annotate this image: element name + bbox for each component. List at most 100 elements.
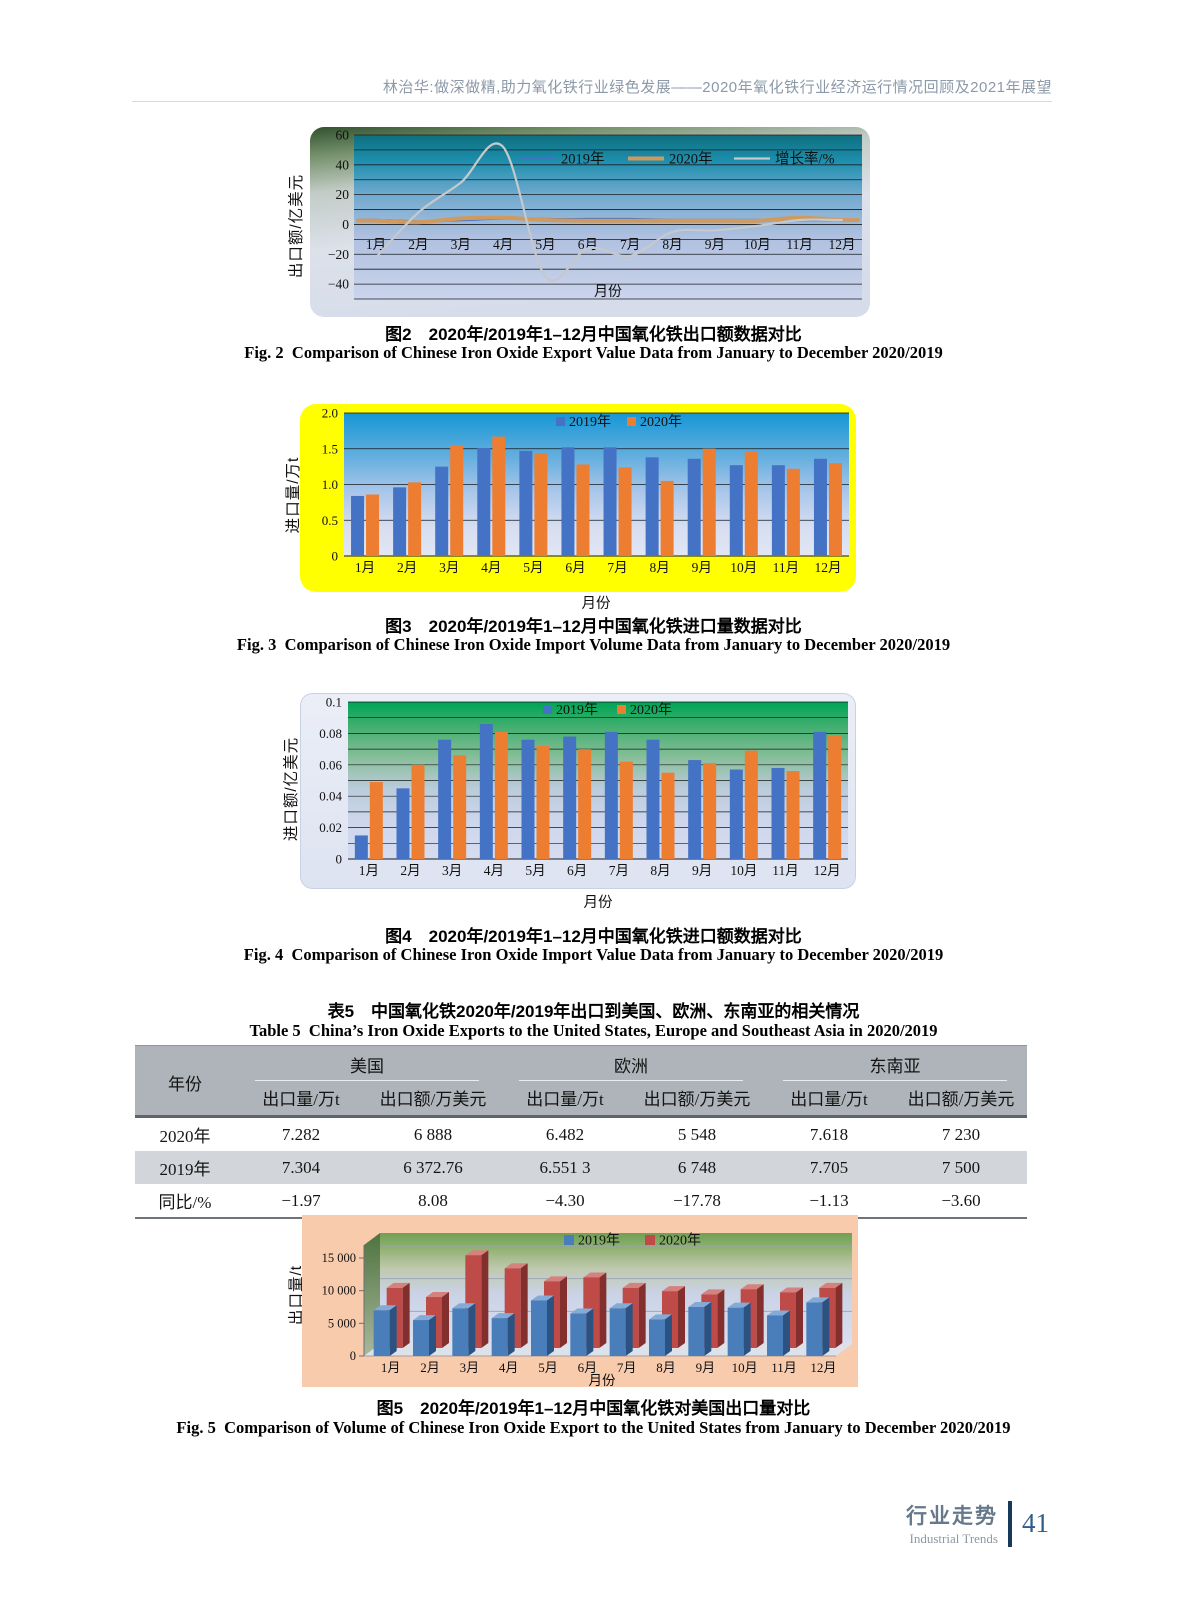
svg-text:2019年: 2019年 — [561, 151, 605, 168]
table-cell: 7 500 — [941, 1157, 981, 1177]
svg-text:3月: 3月 — [442, 863, 462, 878]
table5-body: 2020年 7.282 6 888 6.482 5 548 7.618 7 230 2019年… — [135, 1117, 1027, 1219]
svg-text:11月: 11月 — [771, 1360, 797, 1375]
svg-text:7月: 7月 — [617, 1360, 637, 1375]
table5-group-header-sea: 东南亚 — [763, 1046, 1027, 1084]
svg-text:5月: 5月 — [523, 560, 543, 575]
fig4-caption-cn: 图4 2020年/2019年1–12月中国氧化铁进口额数据对比 — [385, 927, 802, 946]
table-row: 2020年 7.282 6 888 6.482 5 548 7.618 7 230 — [135, 1117, 1027, 1152]
svg-text:15 000: 15 000 — [322, 1251, 356, 1265]
header-rule — [132, 101, 1052, 102]
svg-text:5月: 5月 — [535, 237, 555, 252]
svg-text:月份: 月份 — [594, 284, 622, 300]
svg-text:3月: 3月 — [439, 560, 459, 575]
svg-text:1月: 1月 — [366, 237, 386, 252]
svg-text:9月: 9月 — [692, 560, 712, 575]
svg-text:2月: 2月 — [408, 237, 428, 252]
fig5-caption-en: Fig. 5 Comparison of Volume of Chinese I… — [176, 1418, 1011, 1437]
footer-section-title-en: Industrial Trends — [909, 1531, 998, 1546]
table5-subheader: 出口量/万t — [235, 1083, 367, 1118]
svg-text:11月: 11月 — [773, 560, 800, 575]
svg-text:10 000: 10 000 — [322, 1284, 356, 1298]
svg-text:10月: 10月 — [730, 560, 757, 575]
fig5-3d-bar-chart: 0 5 000 10 000 15 000 2019年 2020年 1月 2月 3月 4月 5月 6月… — [302, 1215, 858, 1387]
svg-text:12月: 12月 — [814, 863, 841, 878]
svg-text:2020年: 2020年 — [640, 414, 682, 430]
footer-section: 行业走势 Industrial Trends — [906, 1500, 998, 1547]
svg-text:0: 0 — [342, 217, 349, 232]
group-label: 欧洲 — [519, 1052, 743, 1081]
svg-text:10月: 10月 — [730, 863, 757, 878]
svg-text:7月: 7月 — [620, 237, 640, 252]
table-cell: 6 372.76 — [403, 1157, 463, 1177]
svg-text:0: 0 — [350, 1349, 356, 1363]
fig4-x-axis-label: 月份 — [583, 895, 613, 911]
row-label: 2020年 — [159, 1127, 211, 1146]
svg-text:1.0: 1.0 — [322, 477, 338, 492]
svg-text:4月: 4月 — [499, 1360, 519, 1375]
page-footer: 行业走势 Industrial Trends 41 — [906, 1500, 1049, 1547]
svg-text:4月: 4月 — [493, 237, 513, 252]
svg-text:2020年: 2020年 — [630, 702, 672, 718]
svg-text:月份: 月份 — [589, 1373, 617, 1387]
table5-header: 年份 美国 欧洲 东南亚 出口量/万t 出口额/万美元 出口量/万t 出口额/万… — [135, 1045, 1027, 1118]
svg-text:2019年: 2019年 — [578, 1233, 620, 1249]
fig5-caption-cn: 图5 2020年/2019年1–12月中国氧化铁对美国出口量对比 — [376, 1399, 811, 1418]
svg-text:6月: 6月 — [578, 1360, 598, 1375]
svg-text:2019年: 2019年 — [556, 702, 598, 718]
svg-text:5 000: 5 000 — [328, 1316, 356, 1330]
svg-text:11月: 11月 — [772, 863, 799, 878]
svg-text:5月: 5月 — [538, 1360, 558, 1375]
fig3-bar-chart: 0 0.5 1.0 1.5 2.0 1月 2月 3月 4月 5月 6月 7月 8月 9月 10月 11月 12月… — [300, 404, 856, 592]
fig2-caption-en: Fig. 2 Comparison of Chinese Iron Oxide … — [244, 343, 943, 362]
svg-text:5月: 5月 — [525, 863, 545, 878]
table5-title-cn: 表5 中国氧化铁2020年/2019年出口到美国、欧洲、东南亚的相关情况 — [327, 1002, 860, 1021]
fig4-bar-chart: 0 0.02 0.04 0.06 0.08 0.1 1月 2月 3月 4月 5月 6月 7月 8月 9月 10… — [300, 693, 856, 889]
svg-text:−40: −40 — [328, 277, 349, 292]
table5-subheader: 出口量/万t — [499, 1083, 631, 1118]
svg-text:8月: 8月 — [650, 560, 670, 575]
table-cell: 7.618 — [809, 1124, 849, 1144]
table-cell: 6 748 — [677, 1157, 717, 1177]
fig2-caption-cn: 图2 2020年/2019年1–12月中国氧化铁出口额数据对比 — [385, 325, 802, 344]
svg-text:60: 60 — [336, 128, 350, 143]
svg-text:6月: 6月 — [567, 863, 587, 878]
svg-text:6月: 6月 — [565, 560, 585, 575]
svg-text:0.08: 0.08 — [319, 726, 342, 741]
svg-text:2020年: 2020年 — [669, 151, 713, 168]
svg-text:7月: 7月 — [609, 863, 629, 878]
svg-text:0.5: 0.5 — [322, 513, 338, 528]
fig3-x-axis-label: 月份 — [581, 596, 611, 612]
fig4-y-axis-label: 进口额/亿美元 — [283, 736, 300, 842]
table5: 年份 美国 欧洲 东南亚 出口量/万t 出口额/万美元 出口量/万t 出口额/万… — [135, 1045, 1027, 1219]
table-cell: 7.705 — [809, 1157, 849, 1177]
svg-text:1月: 1月 — [381, 1360, 401, 1375]
svg-text:2月: 2月 — [397, 560, 417, 575]
svg-text:3月: 3月 — [460, 1360, 480, 1375]
table-cell: −4.30 — [545, 1190, 585, 1210]
table-cell: −17.78 — [673, 1190, 721, 1210]
svg-text:0.04: 0.04 — [319, 789, 342, 804]
svg-text:0.02: 0.02 — [319, 820, 342, 835]
table5-subheader: 出口额/万美元 — [631, 1083, 763, 1118]
table-cell: 5 548 — [677, 1124, 717, 1144]
table-cell: 6.551 3 — [539, 1157, 591, 1177]
page-number: 41 — [1022, 1508, 1049, 1538]
running-header: 林治华:做深做精,助力氧化铁行业绿色发展——2020年氧化铁行业经济运行情况回顾… — [382, 79, 1052, 96]
svg-text:1月: 1月 — [359, 863, 379, 878]
svg-text:8月: 8月 — [650, 863, 670, 878]
table-cell: 7.304 — [281, 1157, 321, 1177]
svg-text:2月: 2月 — [420, 1360, 440, 1375]
svg-text:0.1: 0.1 — [326, 695, 342, 710]
svg-text:0: 0 — [332, 549, 339, 564]
svg-text:4月: 4月 — [481, 560, 501, 575]
table5-title-en: Table 5 China’s Iron Oxide Exports to th… — [249, 1021, 938, 1040]
table-cell: 6 888 — [413, 1124, 453, 1144]
svg-text:2月: 2月 — [400, 863, 420, 878]
table-row: 2019年 7.304 6 372.76 6.551 3 6 748 7.705 7 500 — [135, 1151, 1027, 1184]
table-cell: 7.282 — [281, 1124, 321, 1144]
group-label: 东南亚 — [783, 1052, 1007, 1081]
svg-text:7月: 7月 — [607, 560, 627, 575]
svg-text:2020年: 2020年 — [659, 1233, 701, 1249]
svg-text:增长率/%: 增长率/% — [775, 151, 835, 168]
